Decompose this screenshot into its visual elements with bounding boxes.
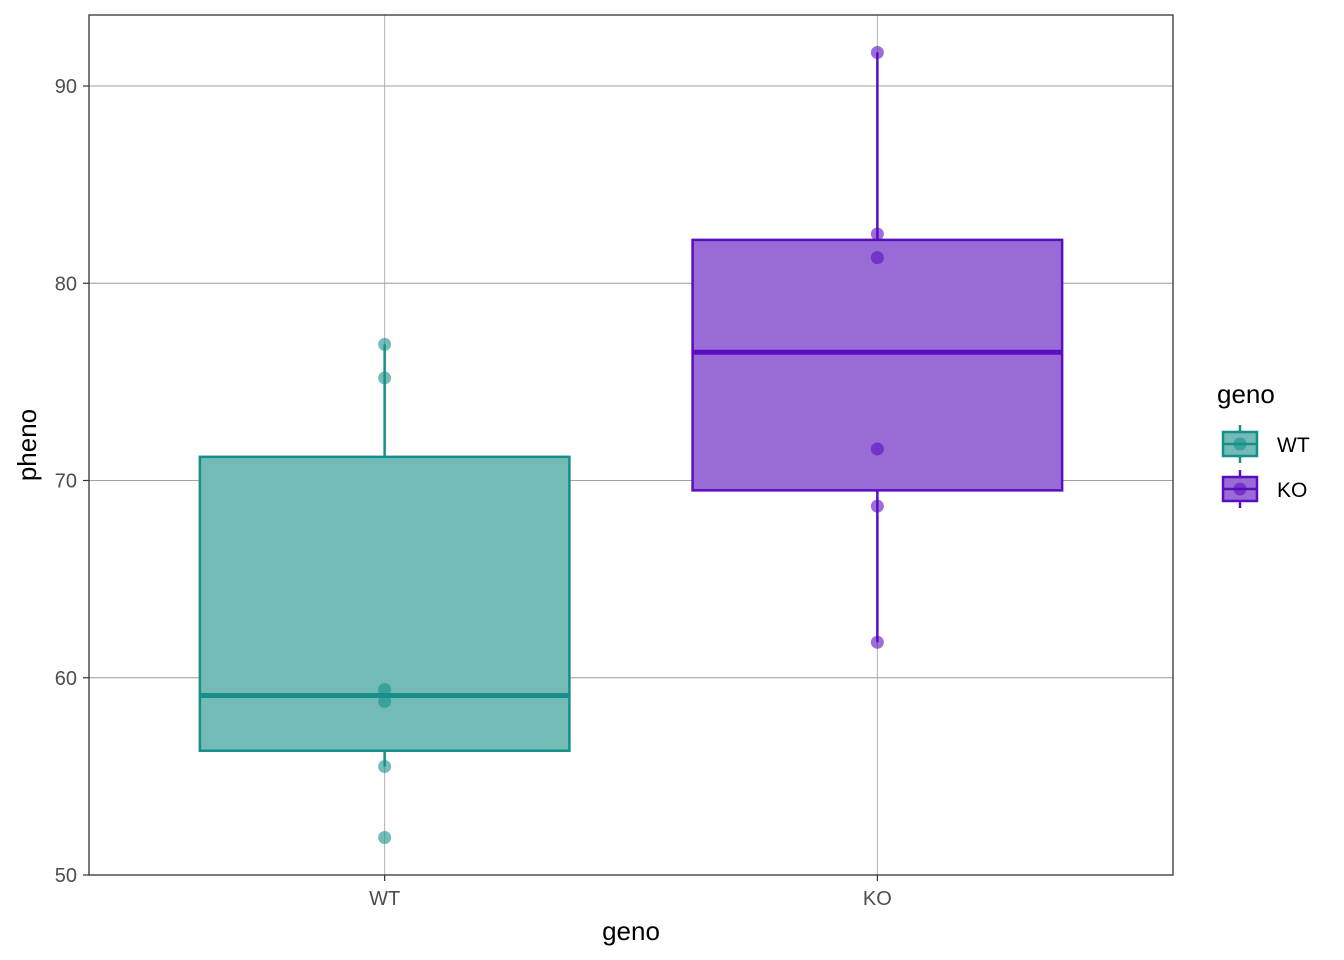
y-tick-label: 70: [55, 471, 77, 493]
data-point: [870, 251, 884, 265]
legend-title: geno: [1217, 379, 1275, 409]
y-tick-label: 60: [55, 668, 77, 690]
x-tick-label: KO: [863, 888, 892, 910]
data-point: [378, 683, 392, 697]
y-axis-title: pheno: [12, 409, 42, 481]
data-point: [378, 831, 392, 845]
y-tick-label: 80: [55, 273, 77, 295]
panel-border: [88, 14, 1174, 876]
x-axis-ticks: WT KO: [369, 875, 892, 910]
data-point: [870, 227, 884, 241]
data-point: [378, 337, 392, 351]
x-axis-title: geno: [602, 916, 660, 946]
box-series: [198, 52, 1064, 767]
data-point: [378, 760, 392, 774]
y-axis-ticks: 50 60 70 80 90: [55, 76, 89, 887]
data-point: [870, 635, 884, 649]
x-tick-label: WT: [369, 888, 400, 910]
y-tick-label: 90: [55, 76, 77, 98]
data-points: [378, 45, 884, 845]
data-point: [870, 442, 884, 456]
legend-label-ko: KO: [1277, 479, 1307, 502]
legend-key-point: [1233, 482, 1247, 496]
legend-label-wt: WT: [1277, 434, 1310, 457]
legend-key-point: [1233, 437, 1247, 451]
legend: geno WT KO: [1217, 379, 1310, 508]
data-point: [378, 694, 392, 708]
data-point: [870, 499, 884, 513]
y-tick-label: 50: [55, 865, 77, 887]
data-point: [378, 371, 392, 385]
data-point: [870, 45, 884, 59]
